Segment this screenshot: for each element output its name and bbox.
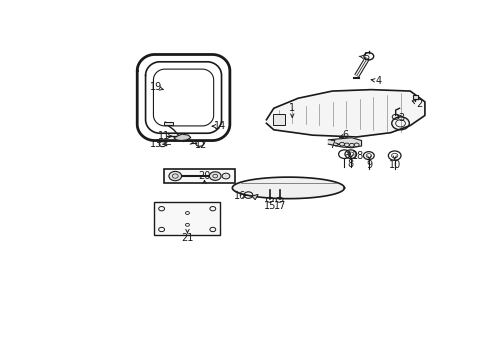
Text: 10: 10 [388,160,400,170]
Text: 19: 19 [149,82,162,93]
Polygon shape [173,134,190,140]
Text: 3: 3 [398,113,404,123]
Circle shape [209,172,221,180]
Bar [272,114,285,125]
Text: 9: 9 [366,160,372,170]
Text: 4: 4 [375,76,381,86]
Polygon shape [266,90,424,137]
Circle shape [222,173,229,179]
Text: 18: 18 [351,150,363,161]
Text: 12: 12 [195,140,207,150]
Text: 11: 11 [158,131,170,141]
Text: 16: 16 [233,191,245,201]
Text: 8: 8 [347,159,353,169]
Text: 15: 15 [263,201,276,211]
Text: 6: 6 [342,130,348,140]
Polygon shape [232,177,344,199]
Text: 17: 17 [273,201,285,211]
Bar [154,202,220,234]
Polygon shape [251,194,258,200]
Circle shape [348,143,353,147]
Circle shape [339,142,344,146]
Text: 7: 7 [328,140,335,150]
Circle shape [168,171,181,181]
Bar [163,169,234,183]
Text: 5: 5 [363,52,369,62]
Text: 14: 14 [214,121,226,131]
Text: 20: 20 [198,171,210,181]
Bar [163,122,172,126]
Polygon shape [328,138,361,148]
Text: 13: 13 [149,139,162,149]
Text: 21: 21 [181,233,193,243]
Text: 1: 1 [288,103,295,113]
Circle shape [344,143,348,147]
Bar [412,95,417,99]
Circle shape [353,143,358,147]
Text: 2: 2 [415,99,421,109]
